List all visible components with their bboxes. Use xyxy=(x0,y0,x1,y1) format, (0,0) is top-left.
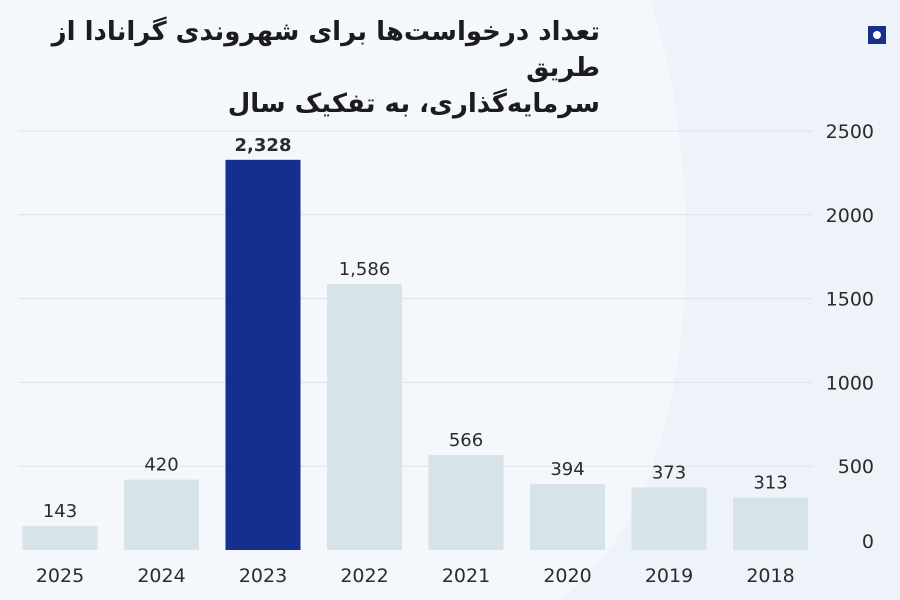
y-tick-label: 1500 xyxy=(826,289,874,311)
x-tick-label: 2019 xyxy=(645,565,693,587)
chart-title: تعداد درخواست‌ها برای شهروندی گرانادا از… xyxy=(0,14,600,122)
y-tick-label: 1000 xyxy=(826,372,874,394)
x-tick-label: 2020 xyxy=(543,565,591,587)
x-tick-label: 2024 xyxy=(137,565,185,587)
data-label-2019: 373 xyxy=(652,462,686,483)
bar-2018 xyxy=(733,497,808,550)
bar-2025 xyxy=(22,526,98,550)
x-tick-label: 2025 xyxy=(36,565,84,587)
y-tick-label: 2500 xyxy=(826,121,874,143)
bar-2024 xyxy=(124,479,199,550)
y-tick-label: 500 xyxy=(838,456,874,478)
data-label-2021: 566 xyxy=(449,430,483,451)
bar-2023 xyxy=(225,159,301,550)
x-tick-label: 2023 xyxy=(239,565,287,587)
bar-2021 xyxy=(428,455,504,550)
logo-dot xyxy=(873,31,881,39)
x-tick-label: 2018 xyxy=(746,565,794,587)
x-tick-label: 2021 xyxy=(442,565,490,587)
data-label-2022: 1,586 xyxy=(339,259,391,280)
y-tick-label: 0 xyxy=(862,531,874,553)
chart-title-line-2: سرمایه‌گذاری، به تفکیک سال xyxy=(227,89,600,119)
chart-title-line-1: تعداد درخواست‌ها برای شهروندی گرانادا از… xyxy=(51,17,600,83)
bar-2019 xyxy=(631,487,707,550)
data-label-2018: 313 xyxy=(753,473,787,494)
square-dot-logo-icon xyxy=(868,26,886,44)
data-label-2024: 420 xyxy=(144,455,178,476)
bar-2022 xyxy=(327,284,402,550)
bar-2020 xyxy=(530,483,605,550)
x-tick-label: 2022 xyxy=(340,565,388,587)
data-label-2020: 394 xyxy=(550,459,584,480)
data-label-2025: 143 xyxy=(43,501,77,522)
data-label-2023: 2,328 xyxy=(235,135,292,156)
y-tick-label: 2000 xyxy=(826,205,874,227)
